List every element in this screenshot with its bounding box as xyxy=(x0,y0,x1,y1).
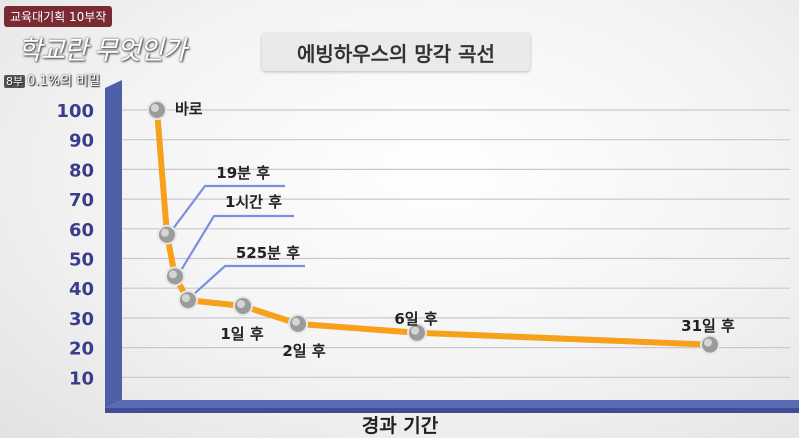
point-label: 2일 후 xyxy=(282,342,325,360)
point-label: 바로 xyxy=(175,100,203,118)
data-point-highlight xyxy=(169,270,177,279)
point-label: 6일 후 xyxy=(394,310,437,328)
data-point-highlight xyxy=(151,104,159,112)
data-point-highlight xyxy=(411,326,419,335)
point-label: 31일 후 xyxy=(681,317,735,335)
episode-label: 8부 0.1%의 비밀 xyxy=(4,70,100,89)
x-axis-label: 경과 기간 xyxy=(362,415,439,437)
point-label: 1시간 후 xyxy=(225,193,282,211)
point-label: 19분 후 xyxy=(216,164,270,182)
x-axis-edge xyxy=(105,408,799,413)
y-tick-label: 50 xyxy=(69,250,94,271)
y-tick-label: 30 xyxy=(69,309,94,330)
callout-line xyxy=(180,214,294,271)
y-tick-label: 100 xyxy=(56,101,94,122)
y-tick-label: 90 xyxy=(69,131,94,152)
callout-line xyxy=(193,264,305,295)
data-point-highlight xyxy=(292,317,300,326)
data-point-highlight xyxy=(237,300,245,309)
episode-number: 8부 xyxy=(4,75,26,88)
callout-line xyxy=(172,184,285,230)
y-tick-label: 10 xyxy=(69,368,94,389)
data-point-highlight xyxy=(182,294,190,303)
episode-title: 0.1%의 비밀 xyxy=(27,74,101,89)
series-badge: 교육대기획 10부작 xyxy=(4,6,113,27)
point-label: 525분 후 xyxy=(236,244,300,262)
data-point-highlight xyxy=(704,338,712,347)
y-tick-label: 80 xyxy=(69,160,94,181)
y-tick-label: 40 xyxy=(69,279,94,300)
y-tick-label: 70 xyxy=(69,190,94,211)
y-axis xyxy=(105,80,122,408)
x-axis xyxy=(105,400,799,408)
y-tick-label: 20 xyxy=(69,339,94,360)
data-point-highlight xyxy=(161,228,169,237)
program-logo: 학교란 무엇인가 xyxy=(18,36,187,66)
chart-title: 에빙하우스의 망각 곡선 xyxy=(262,33,530,71)
y-tick-label: 60 xyxy=(69,220,94,241)
point-label: 1일 후 xyxy=(220,325,263,343)
